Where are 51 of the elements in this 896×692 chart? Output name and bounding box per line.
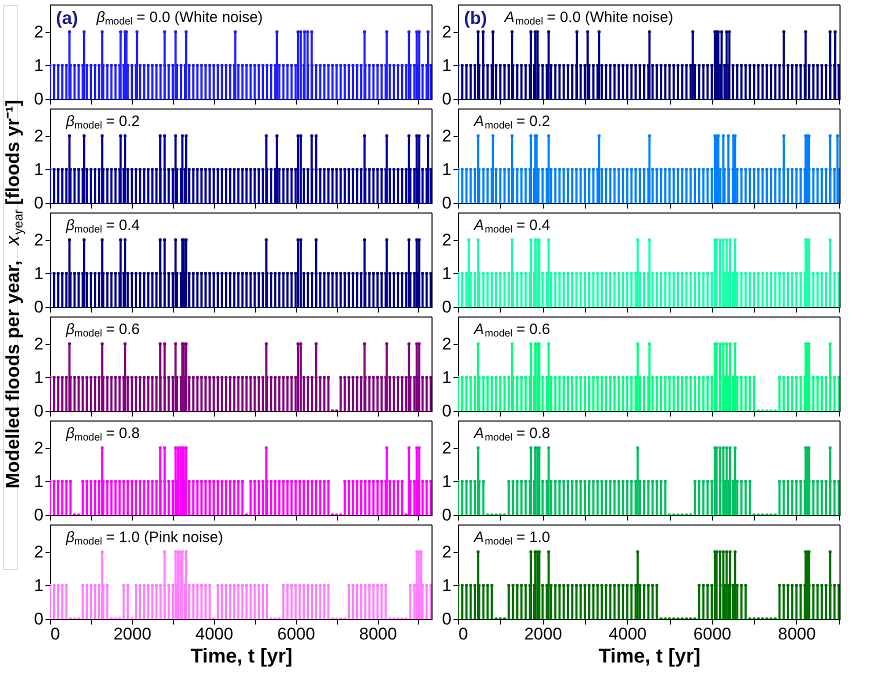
y-tick-label: 1 [34,56,44,75]
y-tick-label: 0 [34,298,44,316]
x-tick-label: 8000 [359,624,397,644]
y-tick-label: 2 [34,230,44,250]
y-tick-label: 1 [34,472,44,491]
y-tick-label: 2 [34,542,44,562]
x-tick-label: 4000 [608,624,647,644]
y-tick-label: 0 [442,610,452,628]
y-tick-label: 2 [34,22,44,42]
y-axis-title: Modelled floods per year, xyear [floods yr⁻¹] [3,100,26,489]
y-tick-label: 2 [34,438,44,458]
y-tick-label: 2 [442,22,452,42]
annotation: (a) [56,8,78,28]
y-tick-label: 0 [34,90,44,108]
x-tick-label: 4000 [195,624,234,644]
y-tick-label: 0 [34,506,44,524]
y-tick-label: 0 [442,90,452,108]
annotation: (b) [464,8,487,28]
y-tick-label: 0 [442,506,452,524]
x-tick-label: 2000 [113,624,152,644]
x-tick-label: 8000 [778,624,816,644]
y-tick-label: 0 [34,610,44,628]
y-tick-label: 1 [442,472,452,491]
y-tick-label: 2 [442,542,452,562]
x-axis-title: Time, t [yr] [598,646,700,668]
x-tick-label: 0 [458,624,468,644]
y-tick-label: 0 [442,402,452,420]
y-tick-label: 2 [442,230,452,250]
y-tick-label: 0 [34,194,44,212]
y-tick-label: 2 [34,126,44,146]
x-tick-label: 0 [50,624,60,644]
y-tick-label: 2 [442,334,452,354]
y-tick-label: 1 [34,160,44,179]
y-tick-label: 1 [442,368,452,387]
y-tick-label: 1 [442,56,452,75]
y-tick-label: 1 [442,160,452,179]
y-tick-label: 2 [442,438,452,458]
x-tick-label: 6000 [277,624,316,644]
y-tick-label: 1 [34,368,44,387]
y-tick-label: 2 [442,126,452,146]
y-tick-label: 1 [34,264,44,283]
y-tick-label: 0 [442,298,452,316]
x-tick-label: 6000 [693,624,732,644]
y-tick-label: 0 [34,402,44,420]
x-tick-label: 2000 [524,624,562,644]
x-axis-title: Time, t [yr] [190,646,292,668]
y-tick-label: 1 [34,576,44,595]
y-tick-label: 2 [34,334,44,354]
y-tick-label: 0 [442,194,452,212]
y-tick-label: 1 [442,264,452,283]
y-tick-label: 1 [442,576,452,595]
